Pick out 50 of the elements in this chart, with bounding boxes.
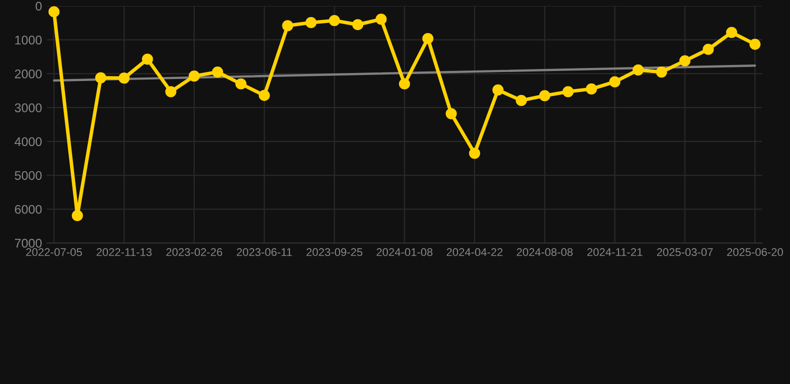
x-tick-label: 2023-06-11 <box>236 248 292 256</box>
x-tick-label: 2024-08-08 <box>516 248 573 256</box>
point <box>562 86 574 98</box>
point <box>258 90 270 101</box>
point <box>446 108 457 120</box>
point <box>328 15 340 26</box>
point <box>516 94 527 106</box>
y-tick-label: 0 <box>36 2 42 11</box>
y-tick-label: 4000 <box>14 137 42 146</box>
x-tick-label: 2025-06-20 <box>727 248 783 256</box>
point <box>492 84 504 96</box>
x-tick-label: 2023-09-25 <box>306 248 362 256</box>
point <box>422 32 434 44</box>
point <box>235 78 246 90</box>
y-tick-label: 1000 <box>15 36 42 45</box>
x-tick-label: 2025-03-07 <box>657 248 713 256</box>
y-tick-label: 5000 <box>14 171 42 180</box>
point <box>95 72 106 84</box>
point <box>376 14 387 25</box>
point <box>749 38 761 50</box>
point <box>398 78 410 90</box>
point <box>632 64 644 76</box>
point <box>609 76 620 88</box>
point <box>586 83 597 95</box>
x-tick-label: 2022-07-05 <box>26 248 82 256</box>
point <box>305 17 317 28</box>
point <box>679 55 690 66</box>
point <box>188 70 200 82</box>
x-tick-label: 2023-02-26 <box>166 248 222 256</box>
point <box>165 86 176 98</box>
point <box>118 72 130 84</box>
point <box>539 90 550 102</box>
point <box>702 44 714 55</box>
y-tick-label: 3000 <box>14 103 42 112</box>
x-tick-label: 2024-11-21 <box>587 248 642 256</box>
y-tick-label: 7000 <box>14 238 42 248</box>
x-tick-label: 2024-01-08 <box>376 248 432 256</box>
point <box>48 6 60 18</box>
x-tick-label: 2024-04-22 <box>446 248 502 256</box>
y-tick-label: 2000 <box>14 70 42 78</box>
point <box>142 54 154 65</box>
point <box>656 66 668 78</box>
point <box>352 19 364 30</box>
point <box>282 20 294 32</box>
point <box>726 26 738 38</box>
point <box>212 66 224 78</box>
y-tick-label: 6000 <box>14 204 42 214</box>
point <box>469 148 480 159</box>
point <box>72 210 83 222</box>
x-tick-label: 2022-11-13 <box>96 248 152 256</box>
